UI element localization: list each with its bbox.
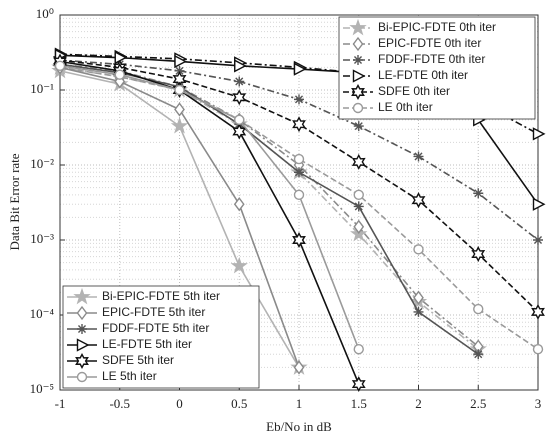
marker (532, 343, 544, 355)
x-tick-label: -0.5 (109, 396, 130, 411)
marker (73, 287, 91, 305)
marker (174, 84, 185, 96)
marker (77, 324, 87, 334)
marker (413, 306, 424, 317)
marker (292, 232, 306, 248)
y-axis-label: Data Bit Error rate (7, 153, 22, 250)
marker (75, 353, 89, 369)
marker (294, 167, 304, 178)
y-tick-label: 10⁻¹ (30, 81, 54, 96)
x-tick-label: 0.5 (231, 396, 247, 411)
marker (230, 256, 248, 274)
marker (351, 153, 366, 170)
legend-box (338, 16, 536, 120)
marker (411, 192, 426, 209)
marker (174, 54, 188, 69)
marker (114, 50, 128, 65)
marker (351, 84, 365, 100)
marker (232, 123, 247, 140)
legend-label: LE 5th iter (102, 369, 157, 383)
legend-label: LE 0th iter (378, 100, 433, 114)
marker (293, 153, 305, 165)
marker (532, 197, 546, 211)
y-tick-label: 10⁻⁵ (30, 381, 54, 396)
series-line (59, 60, 360, 385)
marker (294, 94, 304, 105)
x-axis-label: Eb/No in dB (266, 419, 332, 434)
marker (76, 305, 88, 321)
legend-label: SDFE 0th iter (378, 84, 450, 98)
marker (473, 349, 484, 360)
x-tick-label: 2 (415, 396, 422, 411)
marker (413, 244, 424, 255)
marker (413, 290, 424, 305)
y-tick-label: 10⁰ (36, 6, 54, 21)
marker (293, 189, 305, 201)
marker (76, 371, 88, 383)
marker (413, 151, 424, 162)
legend-label: SDFE 5th iter (102, 353, 174, 367)
legend: Bi-EPIC-FDTE 0th iter EPIC-FDTE 0th iter F… (338, 16, 536, 120)
legend-label: LE-FDTE 5th iter (102, 337, 192, 351)
marker (352, 102, 364, 114)
marker (234, 76, 245, 87)
marker (353, 55, 363, 65)
y-tick-label: 10⁻³ (30, 231, 54, 246)
marker (353, 201, 364, 212)
marker (54, 60, 66, 72)
legend-label: EPIC-FDTE 0th iter (378, 36, 481, 50)
marker (114, 74, 126, 89)
series-line (59, 65, 360, 350)
legend-label: Bi-EPIC-FDTE 5th iter (102, 289, 220, 303)
x-tick-label: 0 (176, 396, 183, 411)
legend-box (62, 285, 260, 389)
marker (292, 116, 306, 133)
marker (293, 360, 305, 375)
marker (531, 303, 545, 320)
marker (114, 69, 125, 80)
x-tick-label: -1 (55, 396, 66, 411)
legend-label: EPIC-FDTE 5th iter (102, 305, 205, 319)
marker (473, 303, 484, 315)
x-tick-label: 3 (535, 396, 542, 411)
marker (353, 189, 364, 201)
marker (170, 116, 189, 134)
legend-label: FDDF-FDTE 0th iter (378, 52, 485, 66)
marker (533, 235, 543, 245)
x-tick-label: 2.5 (470, 396, 486, 411)
marker (232, 89, 247, 106)
legend-label: FDDF-FDTE 5th iter (102, 321, 209, 335)
marker (353, 343, 364, 355)
marker (174, 65, 185, 76)
marker (293, 62, 307, 76)
marker (351, 376, 366, 393)
marker (532, 127, 546, 141)
marker (233, 197, 245, 212)
legend: Bi-EPIC-FDTE 5th iter EPIC-FDTE 5th iter F… (62, 285, 260, 389)
marker (76, 338, 90, 352)
y-tick-label: 10⁻⁴ (30, 306, 55, 321)
marker (174, 102, 185, 117)
marker (353, 121, 364, 132)
series-line (59, 59, 539, 313)
x-tick-label: 1.5 (351, 396, 367, 411)
marker (349, 18, 367, 36)
marker (352, 36, 364, 52)
marker (352, 69, 366, 83)
marker (473, 188, 484, 199)
marker (234, 59, 247, 73)
series-line (59, 63, 479, 355)
y-tick-label: 10⁻² (30, 156, 54, 171)
marker (234, 114, 245, 126)
legend-label: LE-FDTE 0th iter (378, 68, 468, 82)
legend-label: Bi-EPIC-FDTE 0th iter (378, 20, 496, 34)
x-tick-label: 1 (296, 396, 303, 411)
marker (471, 246, 486, 263)
marker (353, 219, 365, 234)
